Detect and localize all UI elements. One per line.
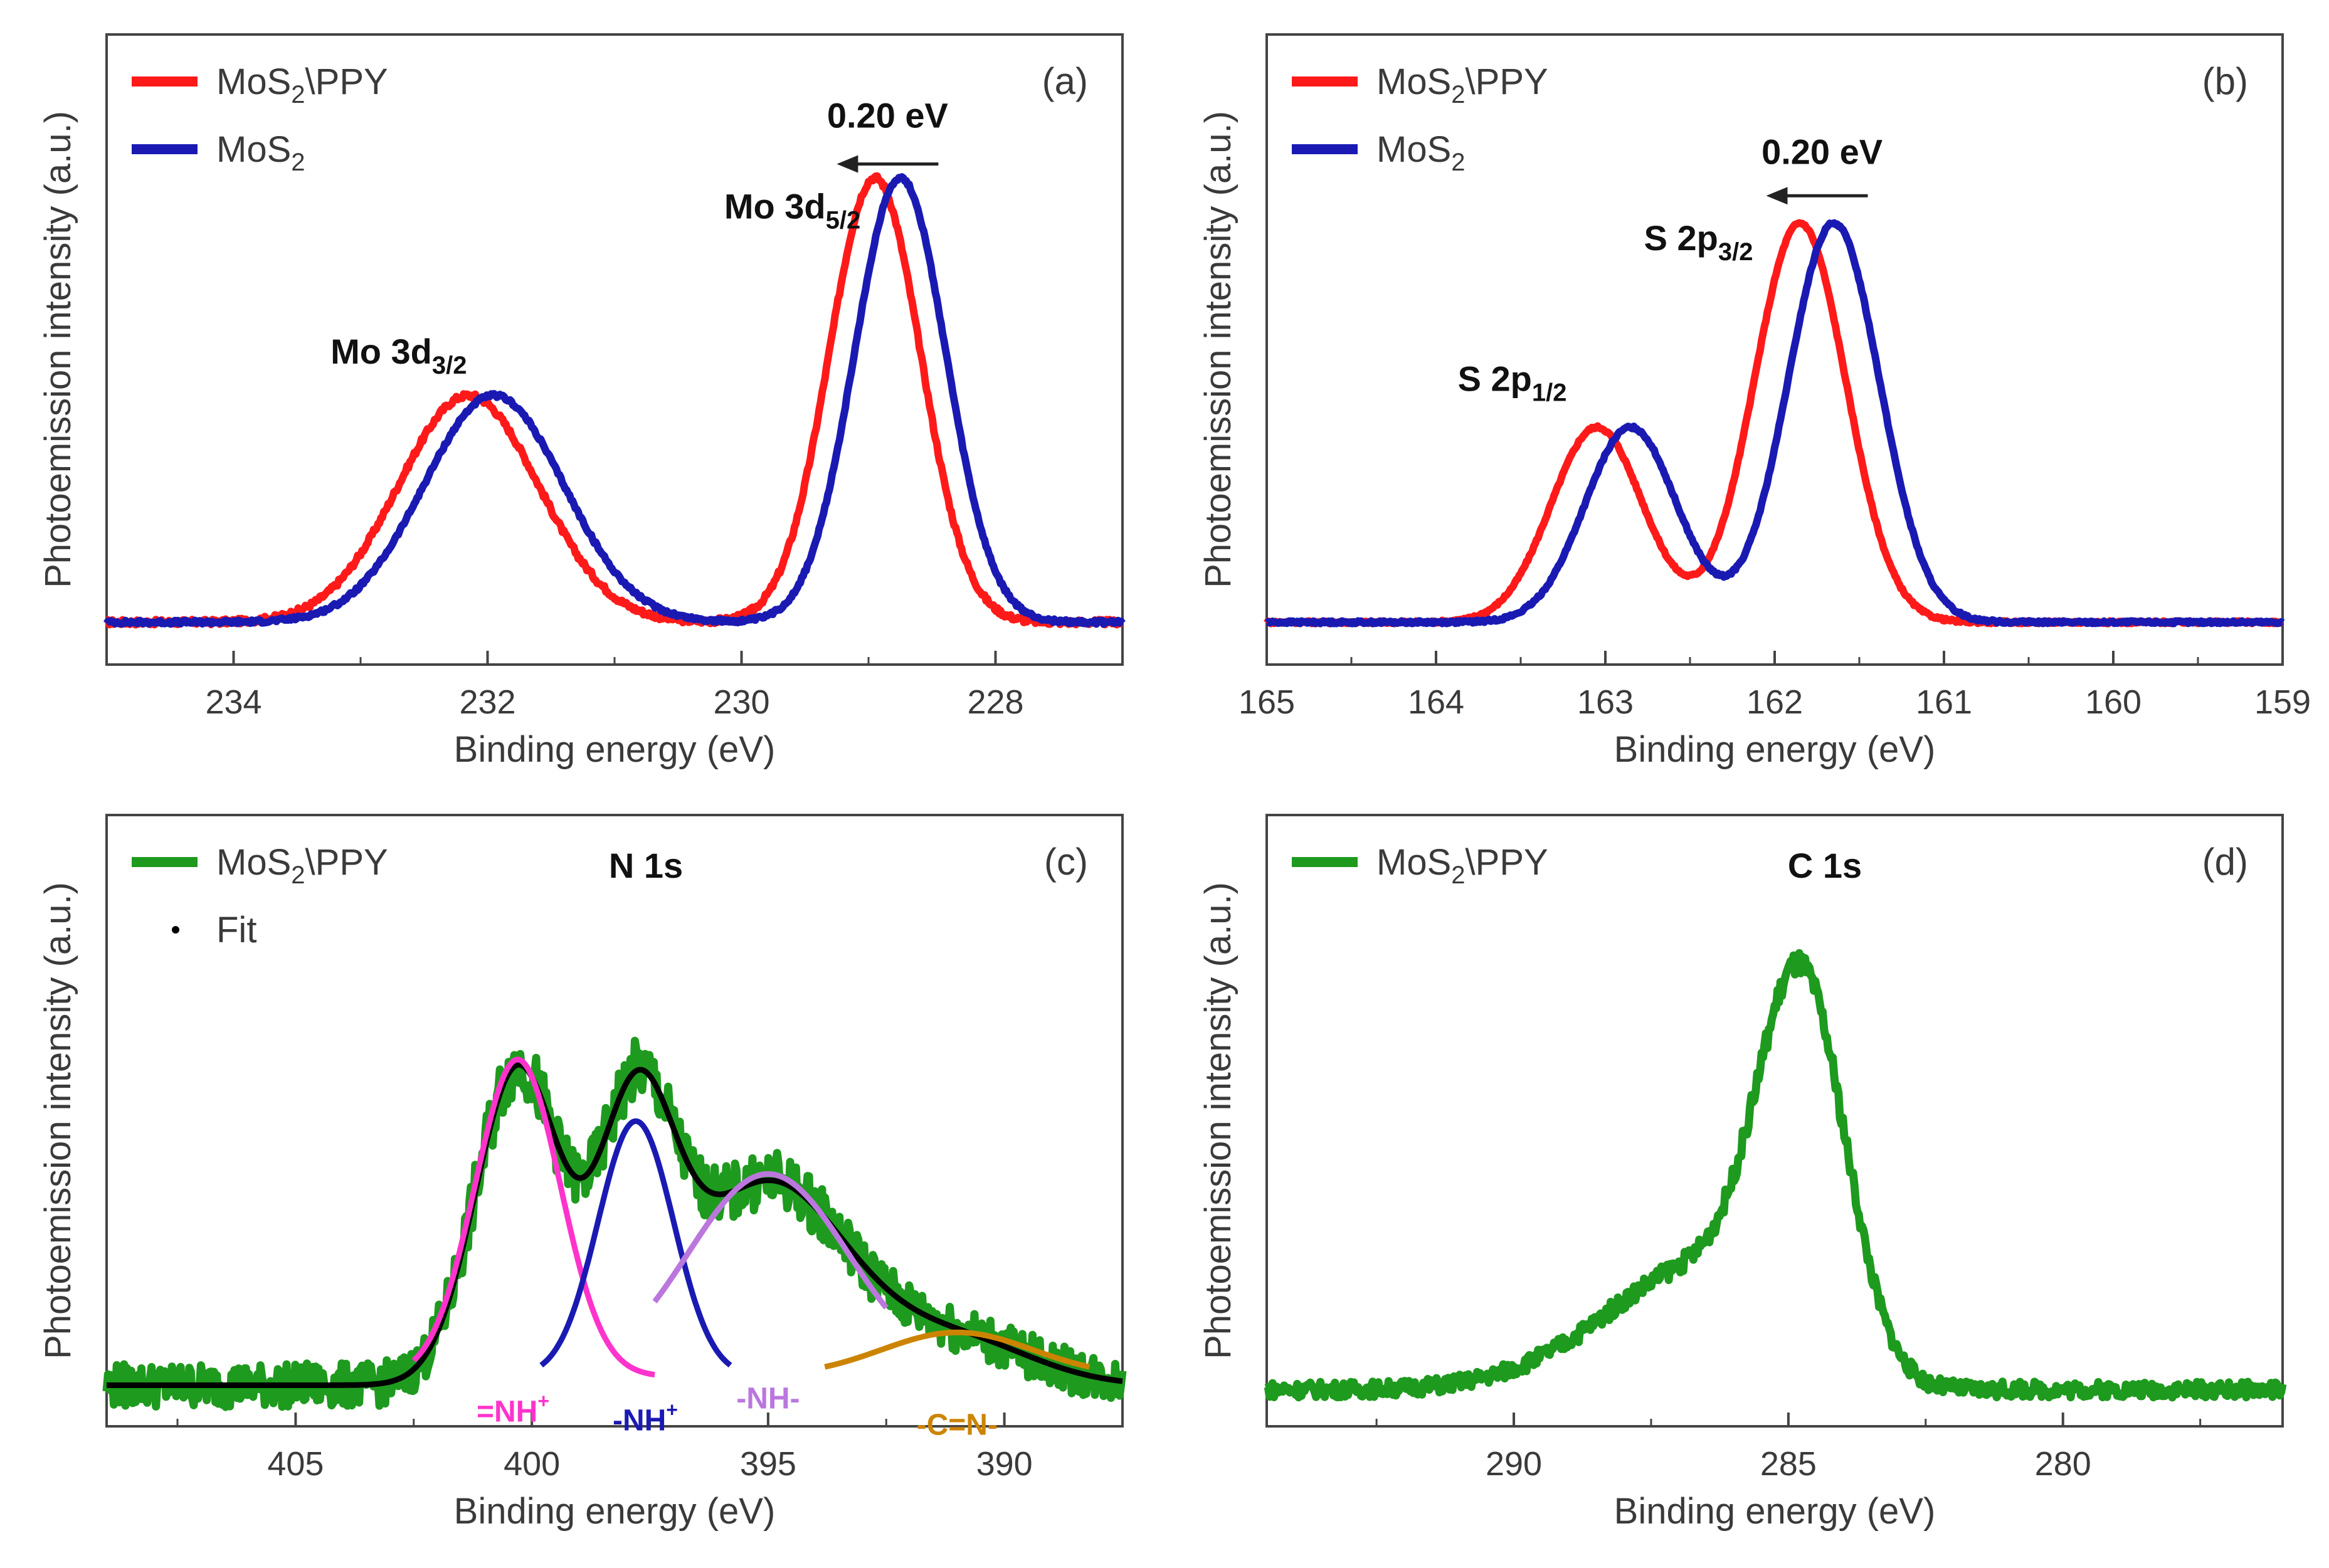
- legend-label: MoS2: [216, 129, 305, 176]
- shift-arrow-head: [1766, 187, 1788, 205]
- x-tick-label: 290: [1486, 1445, 1542, 1483]
- x-tick-label: 228: [967, 683, 1023, 721]
- component-curve: [824, 1329, 1091, 1370]
- y-axis-title: Photoemission intensity (a.u.): [1198, 111, 1238, 588]
- panel-label: (d): [2202, 841, 2248, 883]
- x-tick-label: 159: [2254, 683, 2311, 721]
- y-axis-title: Photoemission intensity (a.u.): [38, 111, 78, 588]
- x-tick-label: 230: [713, 683, 769, 721]
- shift-arrow-head: [837, 155, 858, 173]
- peak-annotation: Mo 3d3/2: [330, 332, 467, 379]
- peak-annotation: S 2p3/2: [1644, 218, 1753, 266]
- series-line-mos2ppy: [1264, 949, 2287, 1402]
- panel-label: (c): [1044, 841, 1088, 883]
- panel-label: (b): [2202, 60, 2248, 102]
- x-tick-label: 395: [740, 1445, 796, 1483]
- legend-label: MoS2\PPY: [216, 61, 388, 108]
- panel-a: 234 232 230 228 Binding energy (eV) Photoemis…: [38, 33, 1126, 770]
- component-label: -NH+: [613, 1399, 678, 1438]
- x-axis-title: Binding energy (eV): [1614, 1491, 1936, 1532]
- panel-d: 290 285 280 Binding energy (eV) Photoemissio…: [1198, 814, 2287, 1532]
- x-tick-label: 232: [459, 683, 515, 721]
- series-line-fit: [105, 1061, 1124, 1388]
- peak-annotation: Mo 3d5/2: [724, 186, 860, 234]
- component-label: -NH-: [736, 1382, 800, 1416]
- peak-annotation: S 2p1/2: [1458, 359, 1567, 406]
- x-tick-label: 162: [1746, 683, 1803, 721]
- x-tick-label: 285: [1760, 1445, 1817, 1483]
- x-tick-label: 161: [1916, 683, 1972, 721]
- legend-label: MoS2\PPY: [1376, 842, 1548, 889]
- component-curve: [652, 1171, 889, 1310]
- legend-label: MoS2\PPY: [216, 842, 388, 889]
- x-axis-title: Binding energy (eV): [454, 1491, 776, 1532]
- legend-marker-fit: [172, 926, 179, 934]
- series-line-mos2ppy: [1264, 219, 2285, 628]
- x-tick-label: 160: [2085, 683, 2142, 721]
- series-line-mos2: [103, 173, 1126, 628]
- peak-annotation: 0.20 eV: [1761, 132, 1883, 172]
- legend-label: MoS2: [1376, 129, 1466, 176]
- y-axis-title: Photoemission intensity (a.u.): [38, 882, 78, 1359]
- component-label: =NH+: [477, 1390, 549, 1429]
- series-line-mos2: [1264, 219, 2285, 628]
- component-label: -C=N-: [917, 1409, 998, 1442]
- x-tick-label: 400: [504, 1445, 560, 1483]
- panel-b: 165 164 163 162 161 160 159 Binding energy (eV)…: [1198, 33, 2311, 770]
- x-tick-label: 234: [205, 683, 261, 721]
- x-tick-label: 163: [1577, 683, 1634, 721]
- component-curve: [539, 1118, 732, 1368]
- x-tick-label: 390: [976, 1445, 1033, 1483]
- x-tick-label: 280: [2035, 1445, 2091, 1483]
- x-tick-label: 165: [1238, 683, 1295, 721]
- panel-label: (a): [1042, 60, 1088, 102]
- x-axis-title: Binding energy (eV): [1614, 729, 1936, 770]
- chart-title: N 1s: [609, 846, 683, 885]
- peak-annotation: 0.20 eV: [827, 96, 948, 135]
- component-curve: [411, 1056, 655, 1378]
- panel-c: 405 400 395 390 Binding energy (eV) Photoemis…: [38, 814, 1127, 1532]
- legend-label: Fit: [216, 910, 256, 950]
- plot-frame: [105, 814, 1124, 1428]
- y-axis-title: Photoemission intensity (a.u.): [1198, 882, 1238, 1359]
- legend-label: MoS2\PPY: [1376, 61, 1548, 108]
- series-line-mos2ppy: [104, 172, 1125, 629]
- chart-title: C 1s: [1788, 846, 1862, 885]
- x-tick-label: 405: [267, 1445, 324, 1483]
- x-tick-label: 164: [1408, 683, 1464, 721]
- x-axis-title: Binding energy (eV): [454, 729, 776, 770]
- plot-frame: [1265, 814, 2284, 1428]
